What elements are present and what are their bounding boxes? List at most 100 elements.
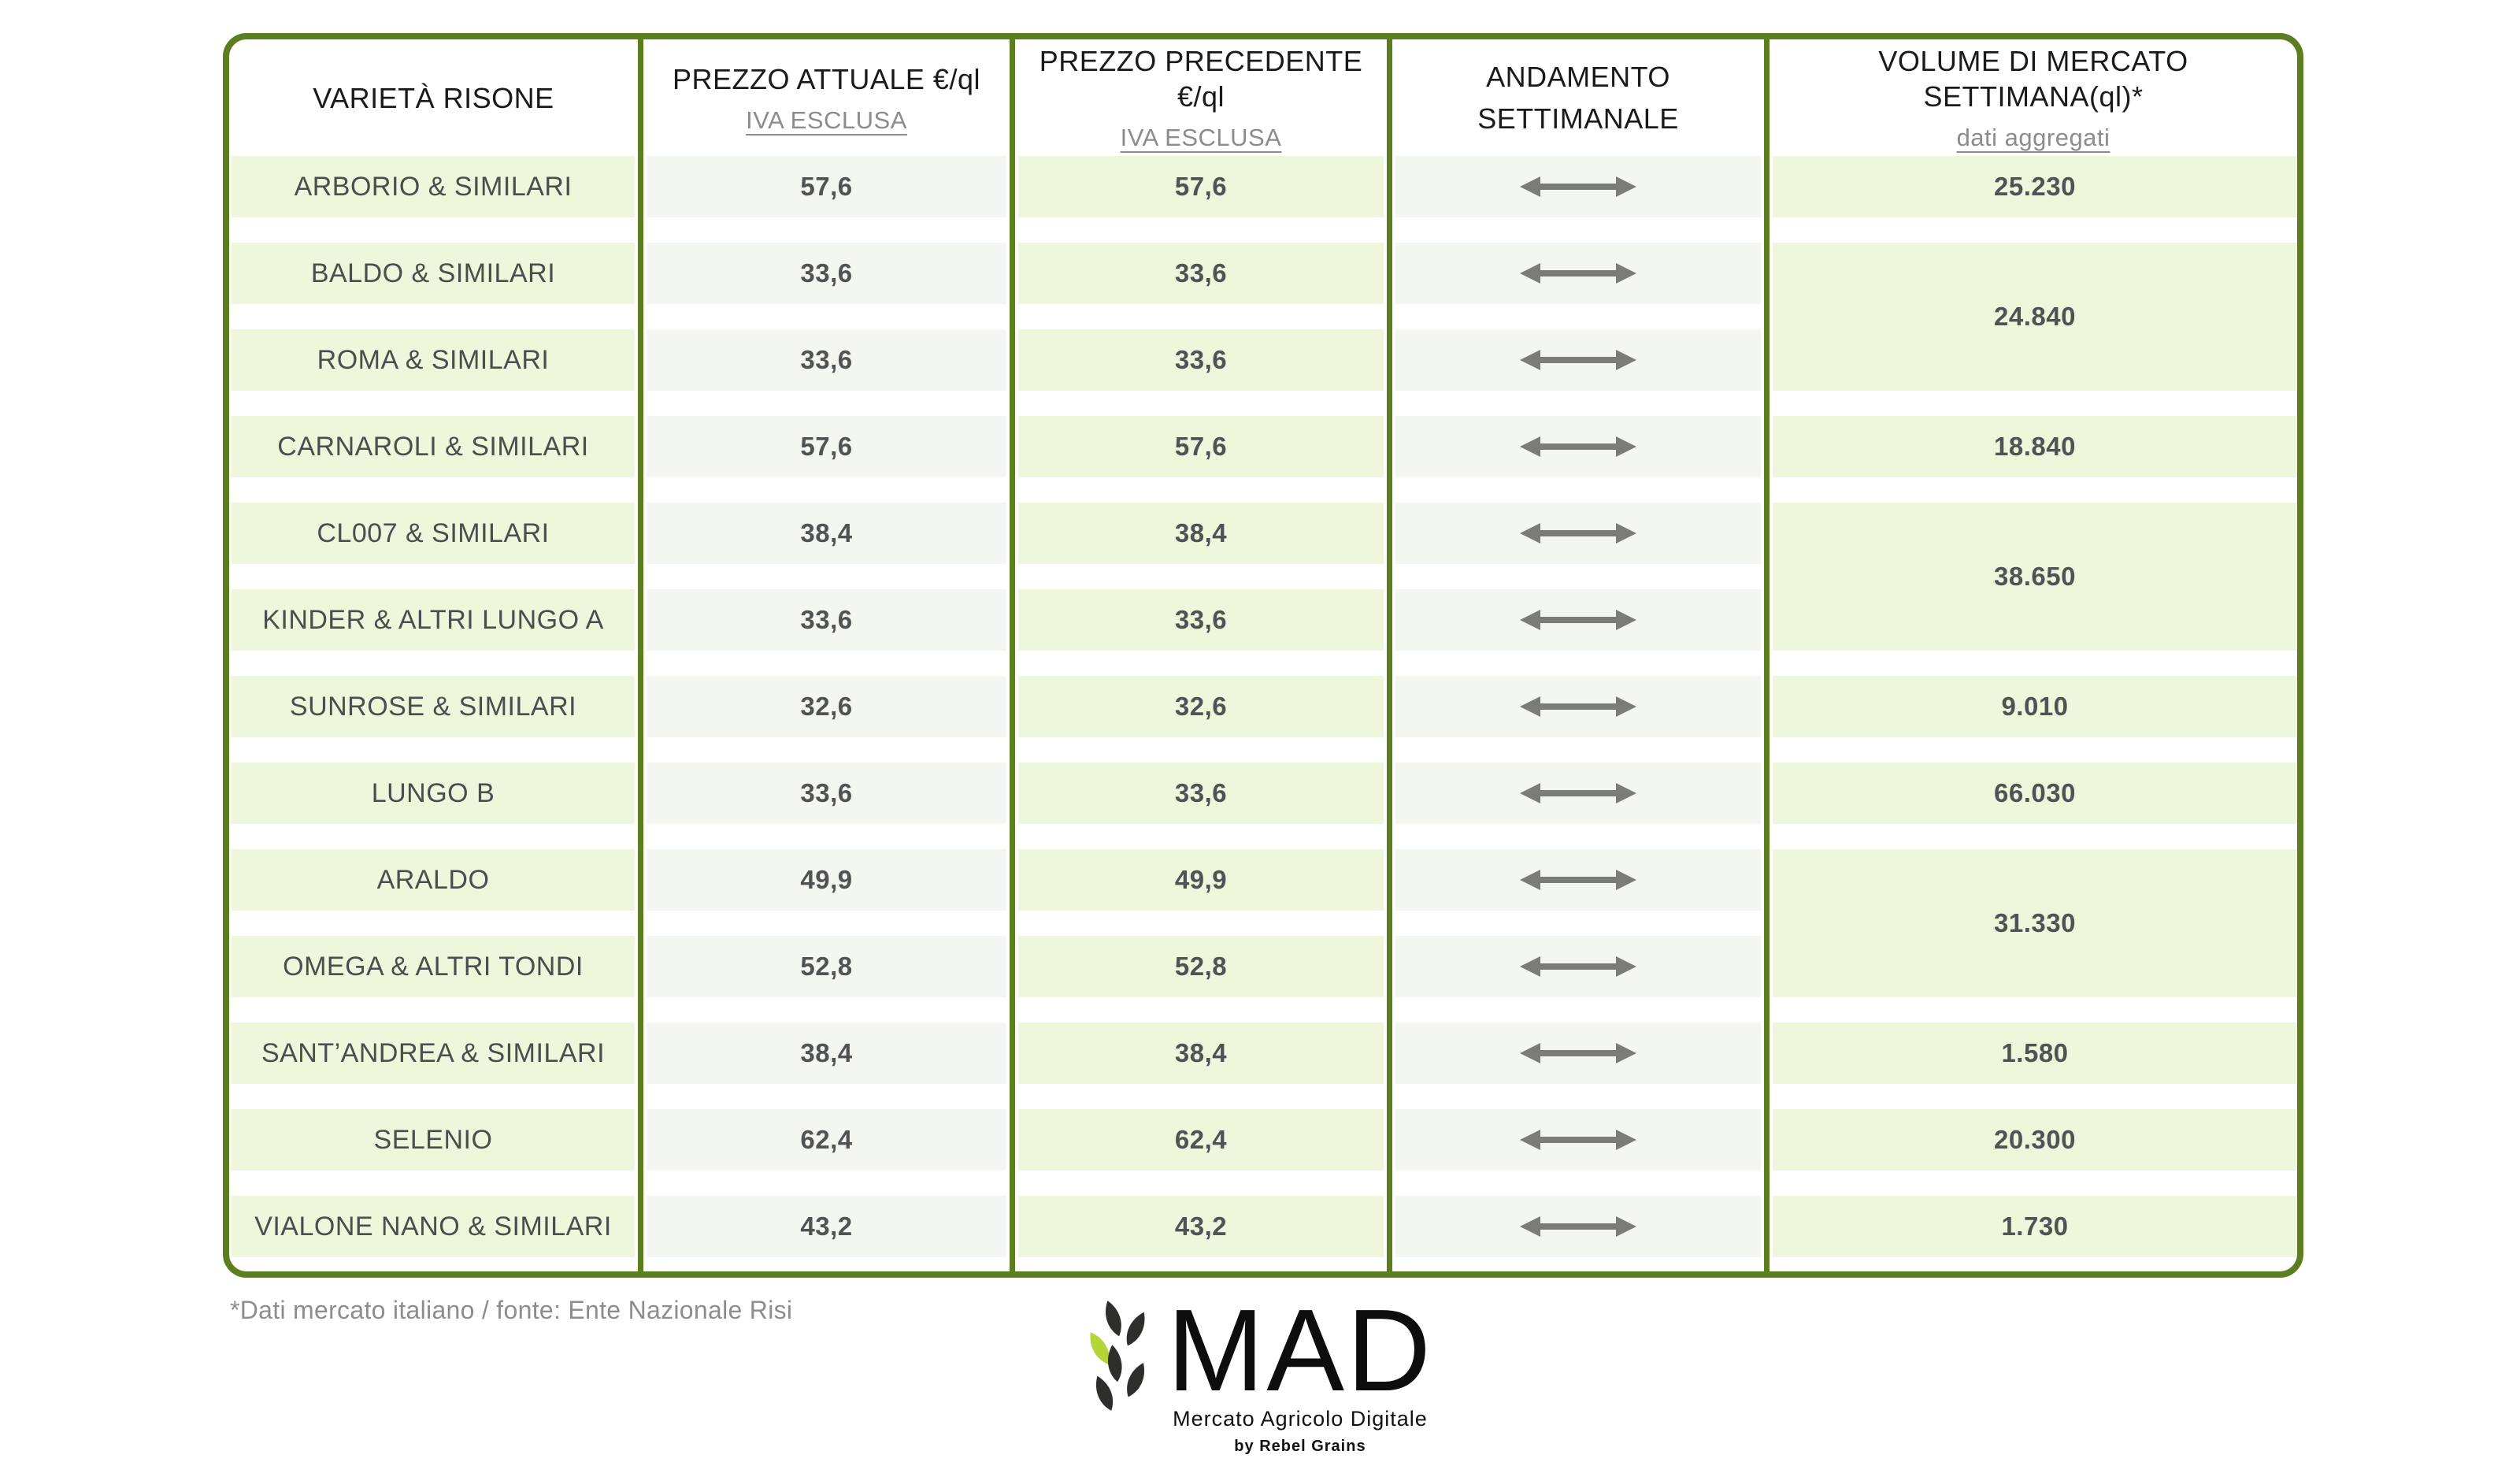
trend-cell <box>1395 763 1761 824</box>
variety-cell: SUNROSE & SIMILARI <box>232 676 635 737</box>
logo-title: MAD <box>1167 1286 1433 1416</box>
stable-arrow-icon <box>1520 1043 1636 1063</box>
volume-cell-merged: 31.330 <box>1773 849 2297 997</box>
stable-arrow-icon <box>1520 956 1636 977</box>
trend-cell <box>1395 589 1761 651</box>
stable-arrow-icon <box>1520 1130 1636 1150</box>
stable-arrow-icon <box>1520 176 1636 197</box>
header-trend-line2: SETTIMANALE <box>1477 102 1679 135</box>
current-price-cell: 33,6 <box>647 329 1006 391</box>
header-previous-price: PREZZO PRECEDENTE €/ql IVA ESCLUSA <box>1015 39 1387 156</box>
stable-arrow-icon <box>1520 610 1636 630</box>
logo-byline: by Rebel Grains <box>1234 1438 1366 1456</box>
current-price-cell: 33,6 <box>647 589 1006 651</box>
header-trend: ANDAMENTO SETTIMANALE <box>1392 39 1764 156</box>
column-current-price: PREZZO ATTUALE €/ql IVA ESCLUSA 57,6 33,… <box>638 39 1010 1271</box>
previous-price-cell: 57,6 <box>1018 416 1384 477</box>
volume-cell: 66.030 <box>1773 763 2297 824</box>
current-price-cell: 32,6 <box>647 676 1006 737</box>
trend-cell <box>1395 503 1761 564</box>
trend-cell <box>1395 1022 1761 1084</box>
stable-arrow-icon <box>1520 350 1636 370</box>
stable-arrow-icon <box>1520 870 1636 890</box>
header-previous-price-note: IVA ESCLUSA <box>1120 124 1282 151</box>
header-volume: VOLUME DI MERCATO SETTIMANA(ql)* dati ag… <box>1770 39 2297 156</box>
header-current-price-label: PREZZO ATTUALE €/ql <box>673 62 980 95</box>
previous-price-cell: 62,4 <box>1018 1109 1384 1171</box>
previous-price-cell: 33,6 <box>1018 589 1384 651</box>
trend-cell <box>1395 1109 1761 1171</box>
current-price-cell: 52,8 <box>647 936 1006 997</box>
previous-price-cell: 57,6 <box>1018 156 1384 217</box>
header-variety: VARIETÀ RISONE <box>229 39 638 156</box>
previous-price-cell: 38,4 <box>1018 1022 1384 1084</box>
trend-cell <box>1395 676 1761 737</box>
current-price-cell: 33,6 <box>647 243 1006 304</box>
variety-cell: OMEGA & ALTRI TONDI <box>232 936 635 997</box>
header-volume-label: VOLUME DI MERCATO SETTIMANA(ql)* <box>1878 45 2188 113</box>
header-current-price-note: IVA ESCLUSA <box>746 106 907 134</box>
volume-cell: 9.010 <box>1773 676 2297 737</box>
header-trend-line1: ANDAMENTO <box>1486 61 1670 93</box>
volume-cell-merged: 24.840 <box>1773 243 2297 391</box>
stable-arrow-icon <box>1520 263 1636 284</box>
current-price-cell: 38,4 <box>647 1022 1006 1084</box>
variety-cell: LUNGO B <box>232 763 635 824</box>
variety-cell: ARALDO <box>232 849 635 911</box>
current-price-cell: 49,9 <box>647 849 1006 911</box>
variety-cell: SELENIO <box>232 1109 635 1171</box>
column-trend: ANDAMENTO SETTIMANALE <box>1387 39 1764 1271</box>
variety-cell: CARNAROLI & SIMILARI <box>232 416 635 477</box>
volume-cell-merged: 38.650 <box>1773 503 2297 651</box>
trend-cell <box>1395 1196 1761 1257</box>
previous-price-cell: 33,6 <box>1018 763 1384 824</box>
footnote: *Dati mercato italiano / fonte: Ente Naz… <box>230 1296 793 1324</box>
column-volume: VOLUME DI MERCATO SETTIMANA(ql)* dati ag… <box>1764 39 2297 1271</box>
variety-cell: ROMA & SIMILARI <box>232 329 635 391</box>
stable-arrow-icon <box>1520 523 1636 544</box>
variety-cell: VIALONE NANO & SIMILARI <box>232 1196 635 1257</box>
current-price-cell: 33,6 <box>647 763 1006 824</box>
header-previous-price-label: PREZZO PRECEDENTE €/ql <box>1039 45 1363 113</box>
variety-cell: SANT’ANDREA & SIMILARI <box>232 1022 635 1084</box>
volume-cell: 1.580 <box>1773 1022 2297 1084</box>
variety-cell: ARBORIO & SIMILARI <box>232 156 635 217</box>
logo-leaves-icon <box>1090 1301 1145 1411</box>
header-current-price: PREZZO ATTUALE €/ql IVA ESCLUSA <box>643 39 1010 156</box>
header-variety-label: VARIETÀ RISONE <box>313 81 554 114</box>
variety-cell: KINDER & ALTRI LUNGO A <box>232 589 635 651</box>
header-volume-note: dati aggregati <box>1956 124 2110 151</box>
column-variety: VARIETÀ RISONE ARBORIO & SIMILARI BALDO … <box>229 39 638 1271</box>
previous-price-cell: 32,6 <box>1018 676 1384 737</box>
stable-arrow-icon <box>1520 436 1636 457</box>
current-price-cell: 57,6 <box>647 156 1006 217</box>
volume-cell: 25.230 <box>1773 156 2297 217</box>
logo: MAD Mercato Agricolo Digitale by Rebel G… <box>1090 1286 1433 1456</box>
logo-subtitle: Mercato Agricolo Digitale <box>1173 1407 1428 1431</box>
trend-cell <box>1395 416 1761 477</box>
stable-arrow-icon <box>1520 1216 1636 1237</box>
trend-cell <box>1395 936 1761 997</box>
trend-cell <box>1395 243 1761 304</box>
current-price-cell: 38,4 <box>647 503 1006 564</box>
stable-arrow-icon <box>1520 696 1636 717</box>
volume-cell: 18.840 <box>1773 416 2297 477</box>
variety-cell: BALDO & SIMILARI <box>232 243 635 304</box>
variety-cell: CL007 & SIMILARI <box>232 503 635 564</box>
logo-text: MAD Mercato Agricolo Digitale by Rebel G… <box>1167 1286 1433 1456</box>
trend-cell <box>1395 849 1761 911</box>
stable-arrow-icon <box>1520 783 1636 803</box>
volume-cell: 1.730 <box>1773 1196 2297 1257</box>
previous-price-cell: 52,8 <box>1018 936 1384 997</box>
trend-cell <box>1395 329 1761 391</box>
previous-price-cell: 33,6 <box>1018 243 1384 304</box>
previous-price-cell: 43,2 <box>1018 1196 1384 1257</box>
volume-cell: 20.300 <box>1773 1109 2297 1171</box>
previous-price-cell: 33,6 <box>1018 329 1384 391</box>
trend-cell <box>1395 156 1761 217</box>
current-price-cell: 62,4 <box>647 1109 1006 1171</box>
current-price-cell: 43,2 <box>647 1196 1006 1257</box>
previous-price-cell: 49,9 <box>1018 849 1384 911</box>
current-price-cell: 57,6 <box>647 416 1006 477</box>
